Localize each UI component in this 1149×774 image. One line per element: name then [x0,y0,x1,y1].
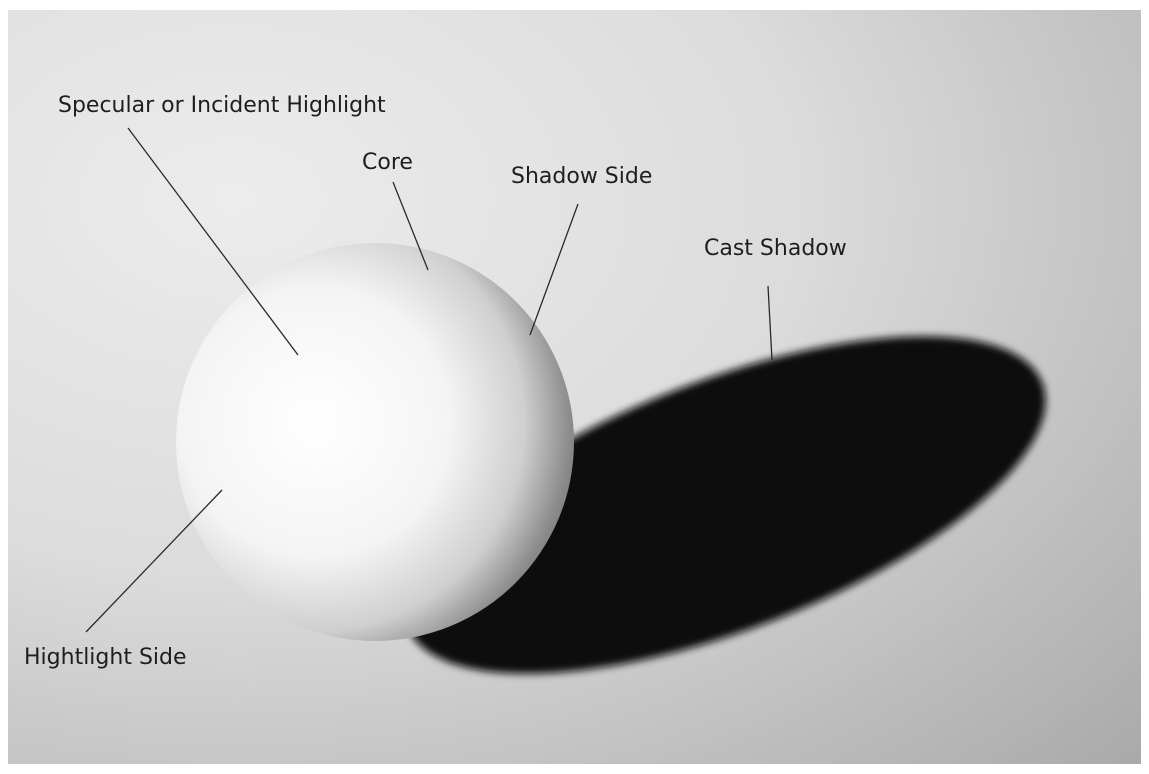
label: Hightlight Side [24,645,187,670]
label: Shadow Side [511,164,652,189]
annotated-photo: Specular or Incident Highlight Core Shad… [0,0,1149,774]
sphere [176,243,574,641]
label: Cast Shadow [704,236,847,261]
label: Core [362,150,413,175]
page: Specular or Incident Highlight Core Shad… [0,0,1149,774]
label: Specular or Incident Highlight [58,93,386,118]
